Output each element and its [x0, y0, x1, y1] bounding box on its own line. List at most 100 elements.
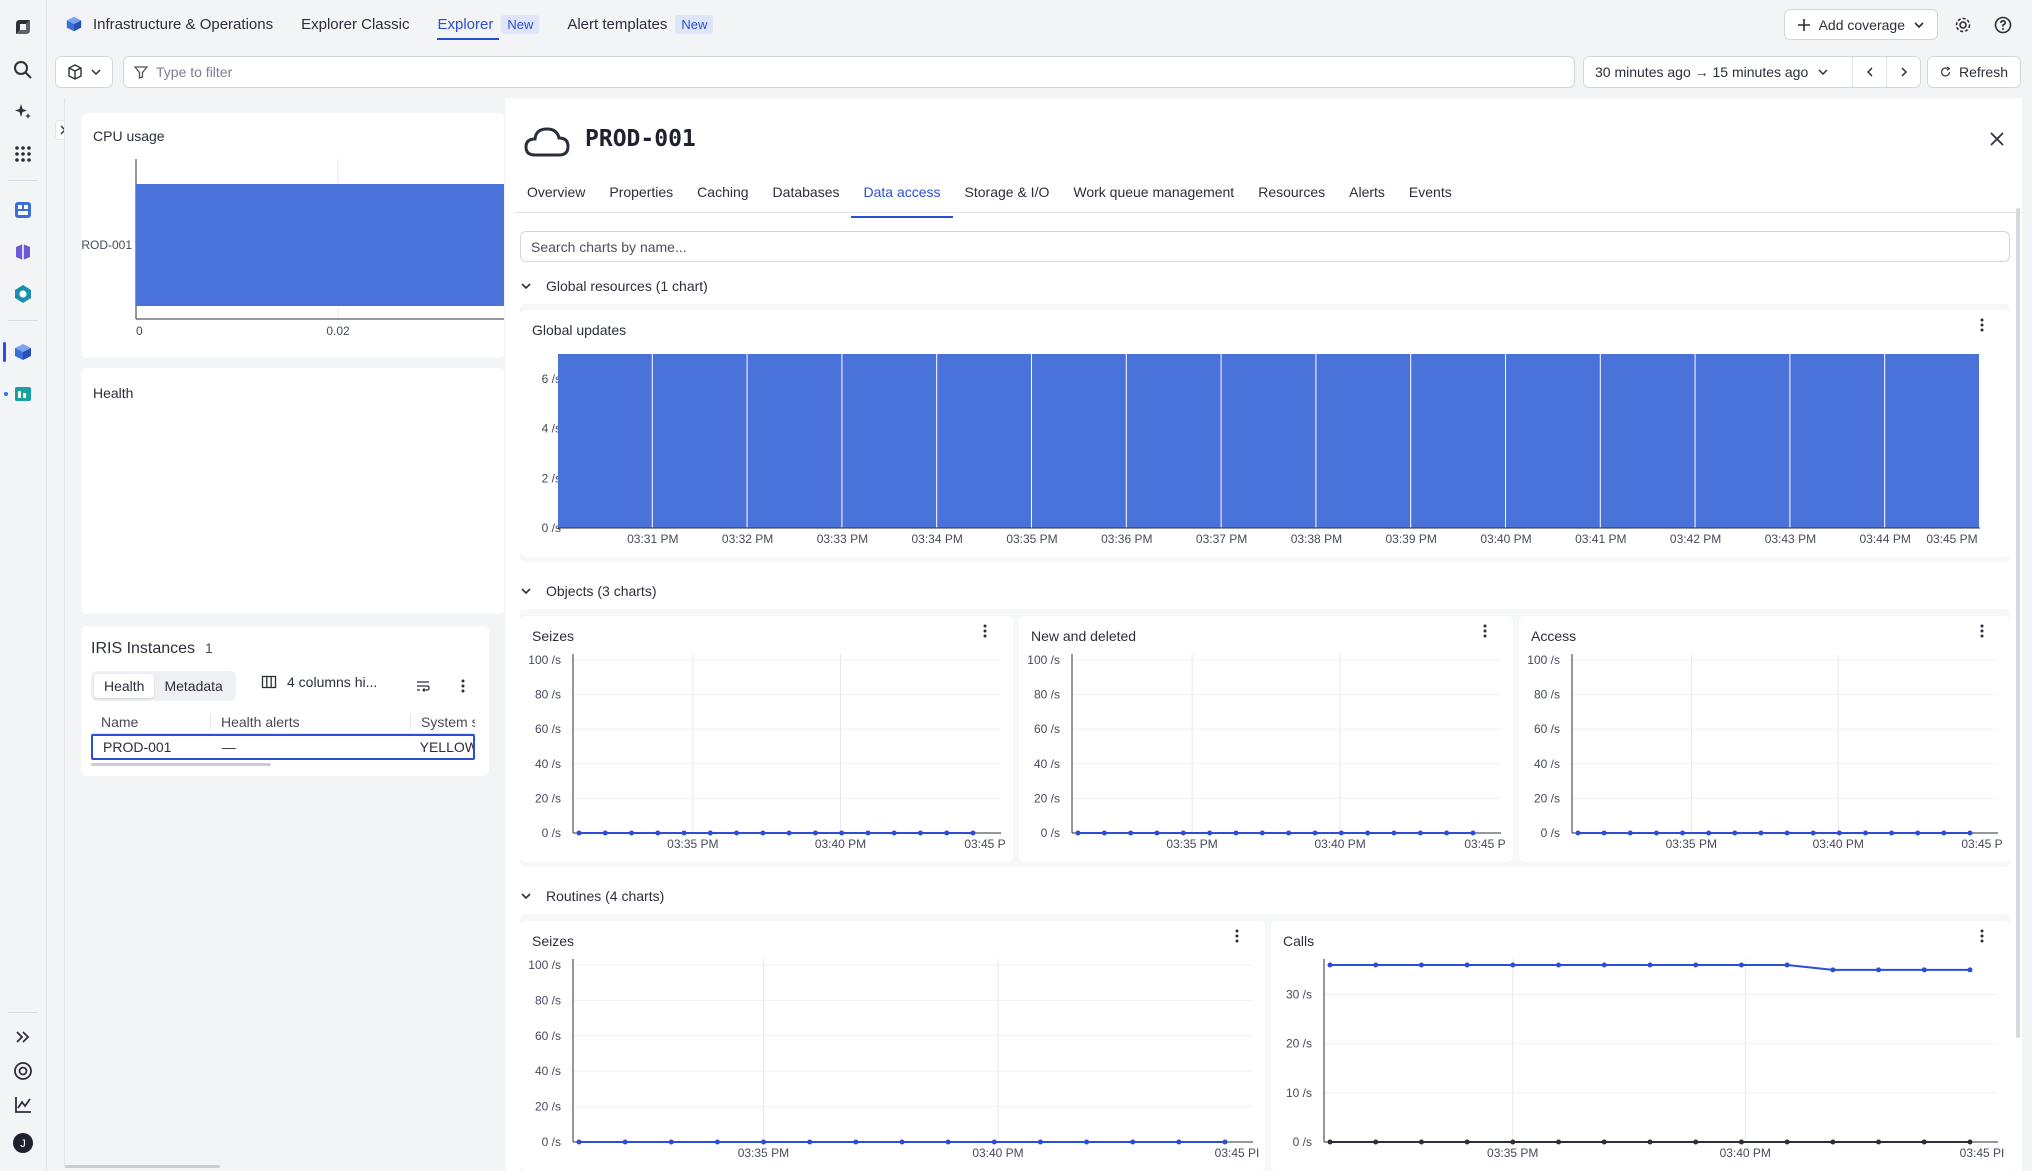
series-point[interactable] — [1693, 1139, 1699, 1145]
detail-scrollbar[interactable] — [2016, 208, 2020, 1038]
series-point[interactable] — [602, 830, 608, 836]
bar-global-updates[interactable] — [747, 354, 842, 528]
series-point[interactable] — [1830, 1139, 1836, 1145]
series-point[interactable] — [1373, 1139, 1379, 1145]
tab-metadata[interactable]: Metadata — [164, 678, 223, 694]
series-point[interactable] — [891, 830, 897, 836]
series-point[interactable] — [1758, 830, 1764, 836]
series-point[interactable] — [761, 1139, 767, 1145]
series-point[interactable] — [1647, 1139, 1653, 1145]
series-point[interactable] — [1876, 967, 1882, 973]
series-point[interactable] — [1889, 830, 1895, 836]
series-point[interactable] — [1810, 830, 1816, 836]
bar-global-updates[interactable] — [1695, 354, 1790, 528]
series-point[interactable] — [629, 830, 635, 836]
chart-menu-button[interactable] — [1980, 624, 2004, 648]
series-point[interactable] — [1233, 830, 1239, 836]
series-point[interactable] — [760, 830, 766, 836]
series-point[interactable] — [1556, 1139, 1562, 1145]
infrastructure-operations-app-icon[interactable] — [9, 338, 37, 366]
series-point[interactable] — [1556, 962, 1562, 968]
series-point[interactable] — [1738, 962, 1744, 968]
nav-alert-templates[interactable]: Alert templates New — [567, 0, 714, 48]
table-more-menu-button[interactable] — [451, 674, 475, 698]
cell-name[interactable]: PROD-001 — [103, 739, 172, 755]
help-support-icon[interactable] — [9, 1057, 37, 1085]
chart-menu-button[interactable] — [1235, 929, 1259, 953]
chart-menu-button[interactable] — [1483, 624, 1507, 648]
chart-menu-button[interactable] — [1980, 318, 2004, 342]
series-point[interactable] — [1967, 830, 1973, 836]
series-point[interactable] — [714, 1139, 720, 1145]
series-point[interactable] — [1222, 1139, 1228, 1145]
analytics-icon[interactable] — [9, 1091, 37, 1119]
series-point[interactable] — [853, 1139, 859, 1145]
series-point[interactable] — [1154, 830, 1160, 836]
bar-global-updates[interactable] — [1885, 354, 1979, 528]
series-point[interactable] — [1464, 1139, 1470, 1145]
series-point[interactable] — [1338, 830, 1344, 836]
nav-app-title[interactable]: Infrastructure & Operations — [65, 0, 273, 48]
series-point[interactable] — [1259, 830, 1265, 836]
bar-global-updates[interactable] — [1221, 354, 1316, 528]
tab-resources[interactable]: Resources — [1258, 184, 1326, 200]
databases-app-icon[interactable] — [9, 380, 37, 408]
series-point[interactable] — [1653, 830, 1659, 836]
table-row[interactable]: PROD-001 — YELLOW — [91, 734, 475, 760]
kubernetes-app-icon[interactable] — [9, 280, 37, 308]
series-point[interactable] — [1444, 830, 1450, 836]
series-point[interactable] — [1130, 1139, 1136, 1145]
series-point[interactable] — [1601, 1139, 1607, 1145]
series-point[interactable] — [1510, 962, 1516, 968]
series-point[interactable] — [1693, 962, 1699, 968]
series-point[interactable] — [786, 830, 792, 836]
section-objects[interactable]: Objects (3 charts) — [520, 577, 656, 605]
filter-field[interactable] — [123, 56, 1575, 88]
infrastructure-app-icon[interactable] — [9, 238, 37, 266]
tab-health[interactable]: Health — [94, 674, 155, 698]
series-point[interactable] — [1967, 967, 1973, 973]
column-header-health-alerts[interactable]: Health alerts — [211, 713, 411, 730]
column-header-system-state[interactable]: System s — [421, 713, 475, 730]
bar-global-updates[interactable] — [1032, 354, 1126, 528]
series-point[interactable] — [1680, 830, 1686, 836]
series-point[interactable] — [917, 830, 923, 836]
chart-menu-button[interactable] — [983, 624, 1007, 648]
tab-storage-i-o[interactable]: Storage & I/O — [964, 184, 1050, 200]
bar-global-updates[interactable] — [1316, 354, 1411, 528]
chart-search-input[interactable] — [531, 238, 2001, 255]
bar-global-updates[interactable] — [1126, 354, 1221, 528]
series-point[interactable] — [991, 1139, 997, 1145]
series-point[interactable] — [970, 830, 976, 836]
tab-caching[interactable]: Caching — [697, 184, 749, 200]
series-point[interactable] — [1921, 1139, 1927, 1145]
series-point[interactable] — [1784, 962, 1790, 968]
timeframe-selector[interactable]: 30 minutes ago → 15 minutes ago — [1583, 56, 1921, 88]
add-coverage-button[interactable]: Add coverage — [1783, 9, 1938, 40]
series-point[interactable] — [1738, 1139, 1744, 1145]
series-point[interactable] — [944, 830, 950, 836]
chart-search-field[interactable] — [520, 231, 2010, 262]
table-scrollbar[interactable] — [91, 763, 271, 766]
bar-global-updates[interactable] — [937, 354, 1031, 528]
series-point[interactable] — [1418, 1139, 1424, 1145]
series-point[interactable] — [1706, 830, 1712, 836]
tab-events[interactable]: Events — [1408, 184, 1452, 200]
bar-global-updates[interactable] — [558, 354, 652, 528]
series-point[interactable] — [1373, 962, 1379, 968]
tab-work-queue-management[interactable]: Work queue management — [1073, 184, 1235, 200]
tab-databases[interactable]: Databases — [772, 184, 840, 200]
series-point[interactable] — [865, 830, 871, 836]
close-detail-button[interactable] — [1982, 124, 2012, 154]
dashboards-app-icon[interactable] — [9, 196, 37, 224]
columns-hidden-button[interactable]: 4 columns hi... — [261, 674, 377, 690]
series-point[interactable] — [812, 830, 818, 836]
series-point[interactable] — [576, 1139, 582, 1145]
series-point[interactable] — [1510, 1139, 1516, 1145]
bar-global-updates[interactable] — [1600, 354, 1695, 528]
tab-properties[interactable]: Properties — [609, 184, 674, 200]
settings-button[interactable] — [1948, 10, 1978, 40]
series-point[interactable] — [1176, 1139, 1182, 1145]
series-point[interactable] — [1732, 830, 1738, 836]
nav-explorer[interactable]: Explorer New — [437, 0, 540, 48]
